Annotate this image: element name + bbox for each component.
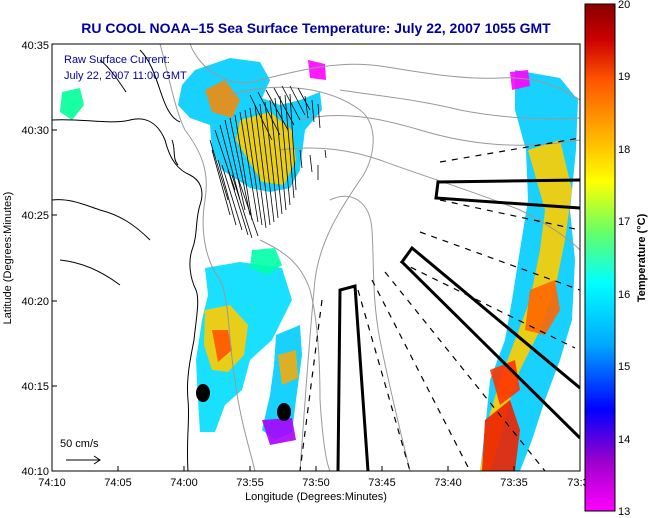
station-marker-west [196,384,210,402]
x-tick-label: 73:3 [567,477,588,489]
x-tick-label: 73:50 [302,477,330,489]
x-tick-label: 74:10 [38,477,66,489]
sst-patch-east-magenta [510,70,530,90]
colorbar-tick-label: 20 [618,0,630,11]
colorbar-label: Temperature (°C) [636,213,648,302]
y-tick-label: 40:30 [21,125,49,137]
colorbar-gradient [584,3,616,512]
sst-patch-south-center-warm [278,350,298,385]
colorbar-tick-label: 19 [618,71,630,83]
sst-patch-east-hot-south [482,400,520,471]
colorbar: 20 19 18 17 16 15 14 13 Temperature (°C) [584,0,648,518]
x-axis-label: Longitude (Degrees:Minutes) [245,491,387,503]
sst-patch-east-hot [525,280,560,335]
y-tick-label: 40:20 [21,296,49,308]
x-tick-label: 74:05 [104,477,132,489]
sst-patch-south-center-magenta [262,418,296,445]
wedge-north [434,178,580,210]
surface-current-vectors [209,85,327,239]
annotation-line-2: July 22, 2007 11:00 GMT [64,70,187,82]
wedge-south [336,284,370,471]
map-title: RU COOL NOAA–15 Sea Surface Temperature:… [81,20,551,36]
annotation-line-1: Raw Surface Current: [64,54,170,66]
radial-wedges [336,178,580,471]
x-tick-label: 74:00 [170,477,198,489]
x-tick-label: 73:45 [368,477,396,489]
radial-dashed-lines [299,137,580,471]
sst-patch-nw-magenta [308,60,326,80]
scale-arrow-icon [66,455,101,465]
y-axis: 40:35 40:30 40:25 40:20 40:15 40:10 Lati… [2,40,57,478]
sst-patch-nw-small [60,88,84,120]
sst-patch-northwest-warm [236,112,296,185]
sst-patch-southwest-2 [250,248,282,275]
colorbar-tick-label: 18 [618,144,630,156]
wedge-east [400,245,580,440]
plot-area [52,44,580,471]
sst-patch-northwest-mid [205,80,240,118]
colorbar-tick-label: 15 [618,361,630,373]
y-tick-label: 40:10 [21,466,49,478]
x-tick-label: 73:40 [434,477,462,489]
colorbar-tick-label: 13 [618,506,630,518]
y-tick-label: 40:15 [21,381,49,393]
x-axis: 74:10 74:05 74:00 73:55 73:50 73:45 73:4… [38,466,589,503]
coastline [52,49,203,471]
y-axis-label: Latitude (Degrees:Minutes) [2,192,14,325]
y-tick-label: 40:25 [21,210,49,222]
scale-label: 50 cm/s [60,438,99,450]
colorbar-tick-label: 16 [618,289,630,301]
colorbar-tick-label: 17 [618,216,630,228]
x-tick-label: 73:35 [500,477,528,489]
sst-patch-southwest-hot [212,330,232,362]
colorbar-tick-label: 14 [618,434,630,446]
x-tick-label: 73:55 [236,477,264,489]
y-tick-label: 40:35 [21,40,49,52]
bathymetry-contours [159,44,580,471]
station-marker-east [277,403,291,421]
